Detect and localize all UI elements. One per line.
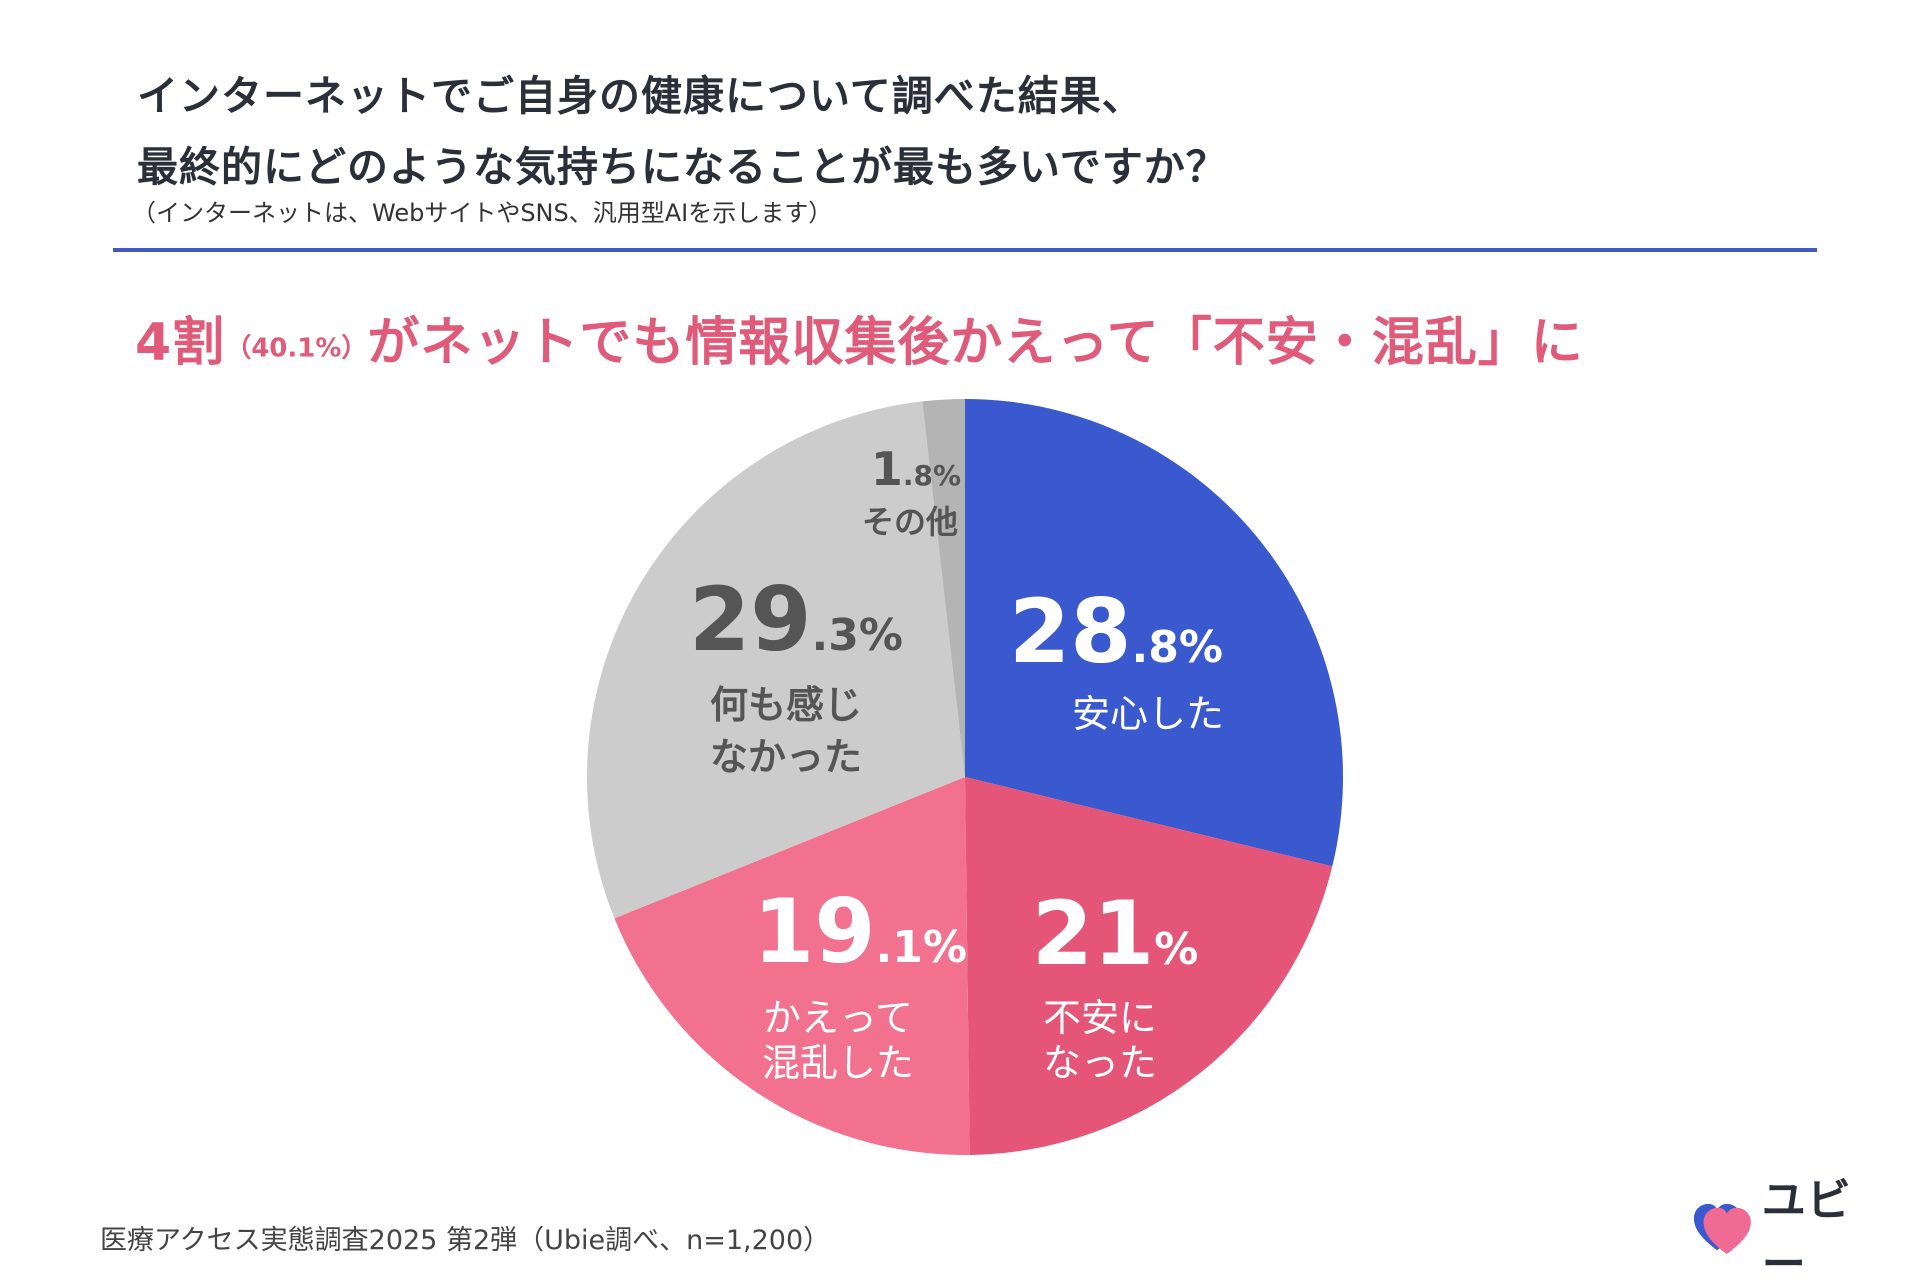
pie-slice-anxious [965, 777, 1333, 1155]
relieved-label: 安心した [1072, 692, 1224, 736]
headline: 4割（40.1%）がネットでも情報収集後かえって「不安・混乱」に [135, 300, 1584, 375]
anxious-value-int: 21 [1032, 882, 1154, 985]
question-line-2: 最終的にどのような気持ちになることが最も多いですか？ [137, 143, 1228, 191]
brand-logo-text: ユビー [1761, 1175, 1852, 1280]
anxious-label-line-2: なった [1043, 1041, 1157, 1085]
anxious-value-dec: % [1154, 924, 1198, 975]
heart-icon [1693, 1203, 1751, 1255]
confused-label-line-1: かえって [763, 996, 913, 1040]
pie-slices [587, 399, 1343, 1155]
nothing-label-line-1: 何も感じ [710, 683, 862, 727]
pie-slice-relieved [965, 399, 1343, 867]
headline-text: がネットでも情報収集後かえって「不安・混乱」に [367, 313, 1584, 373]
relieved-value: 28.8% [1009, 580, 1223, 683]
question-note: （インターネットは、WebサイトやSNS、汎用型AIを示します） [132, 199, 833, 227]
other-value: 1.8% [871, 442, 961, 496]
relieved-value-dec: .8% [1132, 622, 1223, 673]
brand-logo: ユビー [1692, 1175, 1892, 1280]
anxious-label-line-1: 不安に [1043, 996, 1157, 1040]
pie-slice-confused [614, 777, 970, 1155]
relieved-value-int: 28 [1009, 580, 1131, 683]
confused-label-line-2: 混乱した [762, 1041, 914, 1085]
confused-value-int: 19 [753, 880, 875, 983]
anxious-value: 21% [1032, 882, 1199, 985]
pie-slice-nothing [587, 401, 965, 919]
headline-percent: （40.1%） [225, 333, 368, 364]
source-footer: 医療アクセス実態調査2025 第2弾（Ubie調べ、n=1,200） [100, 1225, 831, 1256]
confused-value: 19.1% [753, 880, 967, 983]
headline-main-figure: 4割 [135, 313, 226, 373]
nothing-label-line-2: なかった [710, 735, 862, 779]
question-line-1: インターネットでご自身の健康について調べた結果、 [137, 72, 1144, 120]
nothing-value-int: 29 [689, 568, 811, 671]
confused-value-dec: .1% [876, 922, 967, 973]
other-value-dec: .8% [903, 459, 961, 492]
other-label: その他 [862, 503, 958, 541]
nothing-value-dec: .3% [812, 610, 903, 661]
pie-slice-other [922, 399, 965, 777]
title-divider [113, 248, 1817, 252]
nothing-value: 29.3% [689, 568, 903, 671]
other-value-int: 1 [871, 442, 903, 496]
